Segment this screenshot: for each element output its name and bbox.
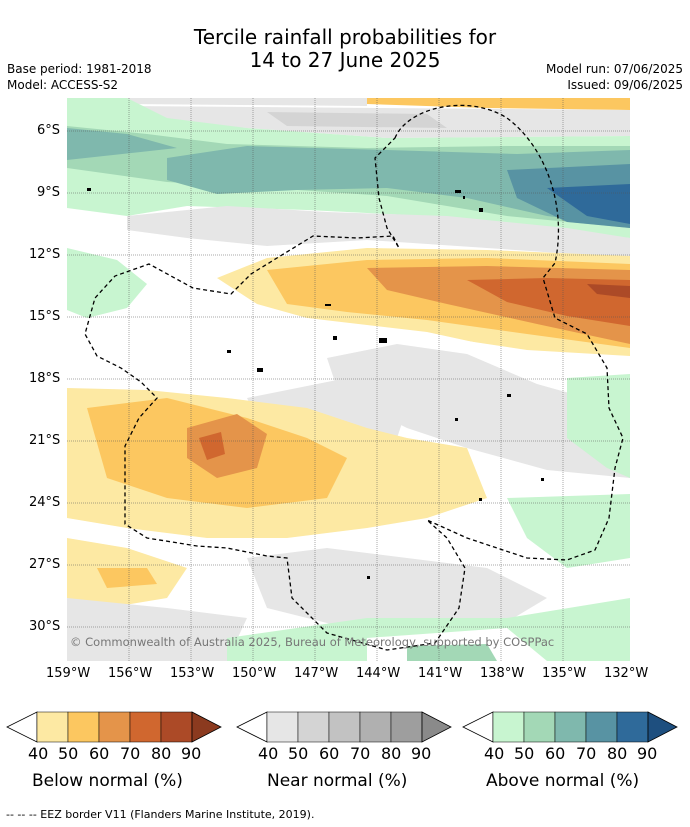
cbar-above-swatch-2 [523, 711, 556, 743]
lat-label-24s: 24°S [29, 495, 61, 510]
cbar-below-tick-90: 90 [181, 744, 202, 763]
cbar-above-swatch-1 [492, 711, 525, 743]
lon-label-138w: 138°W [480, 666, 525, 681]
lon-label-150w: 150°W [232, 666, 277, 681]
cbar-below-tick-80: 80 [151, 744, 172, 763]
cbar-above-tick-40: 40 [484, 744, 505, 763]
cbar-below-swatch-4 [129, 711, 162, 743]
cbar-below-tick-50: 50 [58, 744, 79, 763]
cbar-near-tick-40: 40 [258, 744, 279, 763]
lat-label-15s: 15°S [29, 309, 61, 324]
cbar-near-swatch-4 [359, 711, 392, 743]
colorbar-below-normal [6, 711, 222, 743]
lat-label-30s: 30°S [29, 619, 61, 634]
lat-label-12s: 12°S [29, 247, 61, 262]
cbar-below-swatch-5 [160, 711, 193, 743]
cbar-above-swatch-3 [554, 711, 587, 743]
lat-label-18s: 18°S [29, 371, 61, 386]
cbar-near-tick-50: 50 [288, 744, 309, 763]
probability-map: © Commonwealth of Australia 2025, Bureau… [67, 98, 630, 661]
cbar-below-tick-70: 70 [120, 744, 141, 763]
lat-label-6s: 6°S [37, 123, 61, 138]
cbar-above-swatch-4 [585, 711, 618, 743]
cbar-near-tick-90: 90 [411, 744, 432, 763]
cbar-near-swatch-1 [266, 711, 299, 743]
lat-label-27s: 27°S [29, 557, 61, 572]
lon-label-141w: 141°W [418, 666, 463, 681]
cbar-below-swatch-2 [67, 711, 100, 743]
lon-label-159w: 159°W [46, 666, 91, 681]
cbar-above-tick-50: 50 [514, 744, 535, 763]
title-line2: 14 to 27 June 2025 [249, 48, 441, 72]
cbar-above-tick-60: 60 [545, 744, 566, 763]
lon-label-147w: 147°W [294, 666, 339, 681]
lon-label-135w: 135°W [542, 666, 587, 681]
cbar-near-swatch-2 [297, 711, 330, 743]
cbar-near-title: Near normal (%) [267, 771, 408, 791]
cbar-near-swatch-3 [328, 711, 361, 743]
base-period: Base period: 1981-2018 [7, 62, 152, 76]
cbar-above-tick-80: 80 [607, 744, 628, 763]
lon-label-132w: 132°W [604, 666, 649, 681]
cbar-above-tick-90: 90 [637, 744, 658, 763]
lon-label-156w: 156°W [108, 666, 153, 681]
cbar-below-tick-60: 60 [89, 744, 110, 763]
cbar-near-tick-80: 80 [381, 744, 402, 763]
cbar-above-tick-70: 70 [576, 744, 597, 763]
cbar-below-title: Below normal (%) [32, 771, 183, 791]
model-run: Model run: 07/06/2025 [545, 62, 683, 76]
issued-date: Issued: 09/06/2025 [567, 78, 683, 92]
cbar-above-swatch-5 [616, 711, 649, 743]
lat-label-9s: 9°S [37, 185, 61, 200]
lon-label-153w: 153°W [170, 666, 215, 681]
colorbar-near-normal [236, 711, 452, 743]
title-line1: Tercile rainfall probabilities for [193, 25, 497, 49]
cbar-below-swatch-1 [36, 711, 69, 743]
lat-label-21s: 21°S [29, 433, 61, 448]
eez-footnote: -- -- -- EEZ border V11 (Flanders Marine… [6, 808, 315, 821]
cbar-near-tick-70: 70 [350, 744, 371, 763]
colorbar-above-normal [462, 711, 678, 743]
lon-label-144w: 144°W [356, 666, 401, 681]
map-svg [67, 98, 630, 661]
cbar-near-tick-60: 60 [319, 744, 340, 763]
cbar-above-title: Above normal (%) [486, 771, 640, 791]
cbar-near-swatch-5 [390, 711, 423, 743]
cbar-below-swatch-3 [98, 711, 131, 743]
copyright-text: © Commonwealth of Australia 2025, Bureau… [70, 635, 555, 649]
model-name: Model: ACCESS-S2 [7, 78, 119, 92]
cbar-below-tick-40: 40 [28, 744, 49, 763]
